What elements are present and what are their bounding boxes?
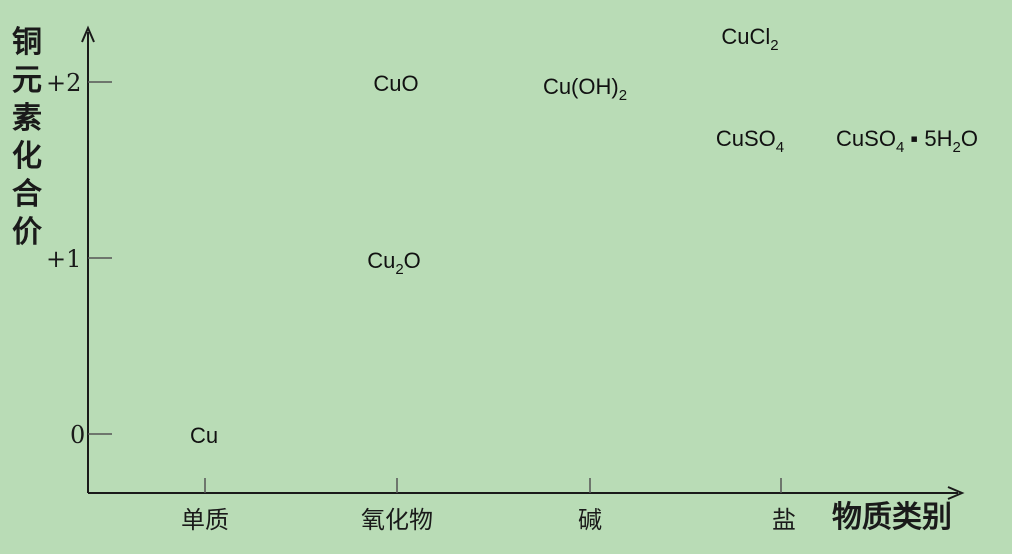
y-tick-label: 0 <box>70 421 85 449</box>
y-axis-title-char: 合 <box>12 177 42 212</box>
x-tick-oxide: 氧化物 <box>361 478 433 534</box>
compound-cuo: CuO <box>373 71 418 96</box>
x-tick-label: 碱 <box>578 506 602 534</box>
y-tick-plus2: +2 <box>46 69 112 97</box>
x-tick-elemental: 单质 <box>181 478 229 534</box>
compound-cucl2: CuCl2​ <box>721 24 778 54</box>
compound-cuoh2: Cu(OH)2​ <box>543 74 627 104</box>
y-axis-title-char: 价 <box>12 215 42 250</box>
compound-cu: Cu <box>190 423 218 448</box>
x-tick-label: 单质 <box>181 506 229 534</box>
y-tick-label: +1 <box>46 245 81 273</box>
x-tick-label: 氧化物 <box>361 506 433 534</box>
y-tick-plus1: +1 <box>46 245 112 273</box>
compound-cu2o: Cu2​O <box>367 248 421 278</box>
x-axis-title: 物质类别 <box>832 500 952 535</box>
x-tick-salt: 盐 <box>772 478 796 534</box>
y-axis-title-char: 素 <box>12 101 42 136</box>
y-axis-arrow <box>81 25 95 43</box>
x-tick-label: 盐 <box>772 506 796 534</box>
y-tick-label: +2 <box>46 69 81 97</box>
y-axis-title-char: 化 <box>12 139 42 174</box>
x-tick-base: 碱 <box>578 478 602 534</box>
y-axis-title-char: 铜 <box>12 25 42 60</box>
y-axis-title-char: 元 <box>12 63 42 98</box>
y-tick-zero: 0 <box>70 421 112 449</box>
compound-cuso4: CuSO4​ <box>716 126 784 156</box>
x-axis-arrow <box>947 486 965 500</box>
compound-cuso4-pentahydrate: CuSO4​ ▪ 5H2​O <box>836 126 978 156</box>
